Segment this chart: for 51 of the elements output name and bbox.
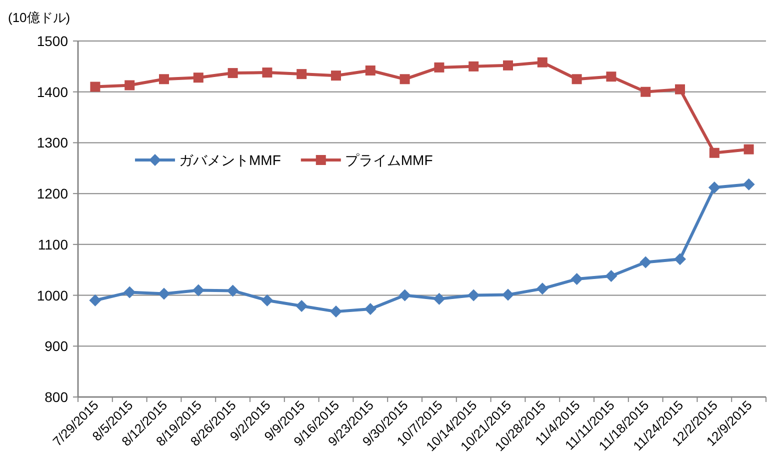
point <box>502 288 514 301</box>
point <box>192 284 204 296</box>
y-tick-label: 800 <box>44 389 68 405</box>
point <box>330 306 342 318</box>
point <box>226 284 239 297</box>
point <box>364 303 376 316</box>
y-axis-title: (10億ドル) <box>8 10 70 25</box>
point <box>261 294 274 306</box>
point <box>296 300 308 312</box>
point <box>674 253 686 266</box>
point <box>331 70 341 81</box>
point <box>605 270 618 282</box>
point <box>709 148 720 158</box>
y-tick-label: 900 <box>44 338 68 354</box>
point <box>228 68 238 78</box>
point <box>296 69 307 80</box>
point <box>124 286 136 298</box>
point <box>708 181 720 194</box>
point <box>742 178 755 190</box>
y-tick-label: 1400 <box>36 84 68 100</box>
point <box>468 61 479 72</box>
point <box>433 292 446 305</box>
point <box>365 65 376 76</box>
legend-label: ガバメントMMF <box>179 152 281 168</box>
point <box>640 86 651 97</box>
point <box>570 273 583 286</box>
point <box>434 62 444 72</box>
y-tick-label: 1200 <box>36 186 68 202</box>
point <box>400 74 410 84</box>
y-tick-label: 1100 <box>38 236 68 252</box>
point <box>158 288 170 300</box>
point <box>124 80 135 90</box>
y-tick-label: 1300 <box>36 134 68 151</box>
point <box>262 68 272 78</box>
point <box>536 282 548 295</box>
point <box>606 72 616 82</box>
y-tick-label: 1500 <box>36 33 68 49</box>
point <box>159 74 169 84</box>
point <box>89 294 102 306</box>
point <box>193 72 204 83</box>
point <box>675 84 685 94</box>
point <box>503 60 513 70</box>
point <box>572 74 582 84</box>
point <box>468 289 480 302</box>
y-tick-label: 1000 <box>36 287 68 304</box>
point <box>537 57 548 68</box>
point <box>398 289 411 302</box>
legend-label: プライムMMF <box>344 152 433 168</box>
point <box>90 82 100 92</box>
point <box>640 256 652 268</box>
point <box>744 144 754 154</box>
